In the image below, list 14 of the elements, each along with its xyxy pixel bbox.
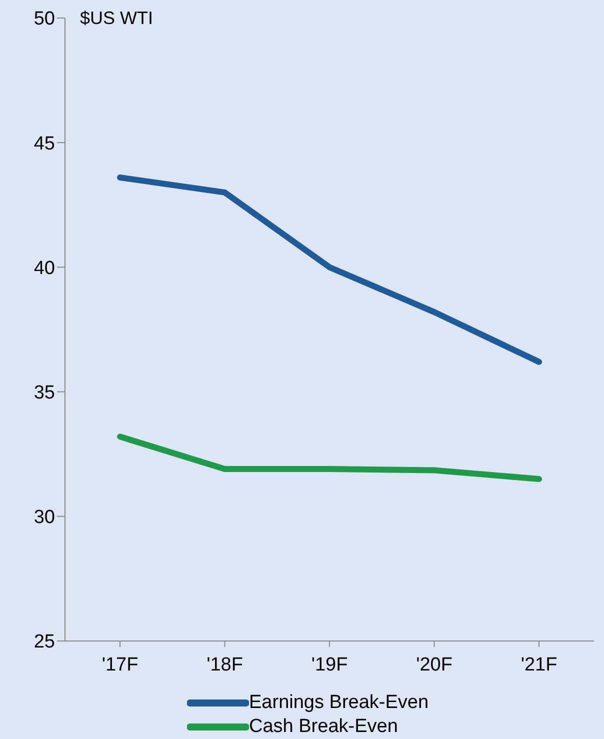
y-tick-label: 25: [34, 632, 55, 653]
x-tick-label: '18F: [206, 654, 243, 676]
y-tick-label: 50: [34, 8, 55, 30]
x-tick-label: '20F: [416, 654, 452, 676]
y-tick-label: 40: [34, 258, 55, 279]
y-tick-label: 45: [34, 133, 55, 154]
x-tick-label: '17F: [102, 654, 138, 676]
x-tick-label: '21F: [520, 654, 558, 676]
y-tick-label: 30: [34, 507, 55, 528]
y-axis-title: $US WTI: [80, 8, 154, 29]
y-tick-label: 35: [34, 382, 55, 404]
x-tick-label: '19F: [311, 654, 348, 676]
legend-label: Earnings Break-Even: [249, 692, 429, 714]
legend-label: Cash Break-Even: [249, 716, 398, 738]
